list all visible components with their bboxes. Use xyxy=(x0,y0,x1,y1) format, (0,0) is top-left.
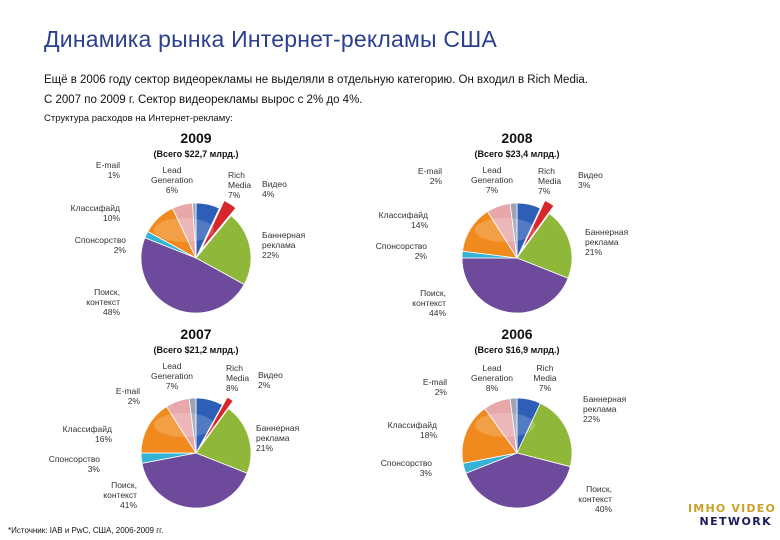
pie-slice-video xyxy=(521,199,555,251)
slice-label-sponsorship: Спонсорство 2% xyxy=(376,241,428,261)
slice-label-email: E-mail 1% xyxy=(96,160,121,180)
slice-label-lead-generation: Lead Generation 6% xyxy=(151,165,193,195)
pie-slice-classifieds xyxy=(461,407,518,464)
chart-total-label: (Всего $21,2 млрд.) xyxy=(153,345,238,355)
pie-slice-email xyxy=(188,397,197,454)
slice-label-classifieds: Классифайд 18% xyxy=(388,420,438,440)
slice-label-email: E-mail 2% xyxy=(423,377,448,397)
pie-chart-2009: 2009 (Всего $22,7 млрд.) Rich Media 7% Видео 4… xyxy=(71,130,306,317)
chart-year-label: 2007 xyxy=(180,326,211,342)
slice-label-search: Поиск, контекст 41% xyxy=(103,480,137,510)
chart-total-label: (Всего $22,7 млрд.) xyxy=(153,149,238,159)
pie-slice-search xyxy=(465,452,571,509)
chart-year-label: 2009 xyxy=(180,130,211,146)
source-footnote: *Источник: IAB и PwC, США, 2006-2009 гг. xyxy=(8,526,164,535)
pie-slice-search xyxy=(140,237,245,314)
slice-label-banner: Баннерная реклама 21% xyxy=(585,227,629,257)
pie-slice-search xyxy=(461,257,569,314)
slice-label-email: E-mail 2% xyxy=(116,386,141,406)
pie-highlight xyxy=(475,413,535,437)
slice-label-banner: Баннерная реклама 22% xyxy=(583,394,627,424)
slice-label-email: E-mail 2% xyxy=(418,166,443,186)
slice-label-banner: Баннерная реклама 22% xyxy=(262,230,306,260)
pie-chart-2008: 2008 (Всего $23,4 млрд.) Rich Media 7% Видео 3… xyxy=(376,130,629,318)
slice-label-classifieds: Классифайд 10% xyxy=(71,203,121,223)
pie-slice-banner xyxy=(195,215,252,286)
chart-year-label: 2006 xyxy=(501,326,532,342)
chart-total-label: (Всего $16,9 млрд.) xyxy=(474,345,559,355)
slice-label-sponsorship: Спонсорство 2% xyxy=(75,235,127,255)
slice-label-video: Видео 3% xyxy=(578,170,603,190)
chart-total-label: (Всего $23,4 млрд.) xyxy=(474,149,559,159)
page-title: Динамика рынка Интернет-рекламы США xyxy=(44,26,497,52)
slice-label-video: Видео 2% xyxy=(258,370,283,390)
slice-label-video: Видео 4% xyxy=(262,179,287,199)
slice-label-rich-media: Rich Media 8% xyxy=(226,363,249,393)
slice-label-rich-media: Rich Media 7% xyxy=(538,166,561,196)
pie-highlight xyxy=(154,218,214,242)
intro-text: Ещё в 2006 году сектор видеорекламы не в… xyxy=(44,70,744,110)
logo-line-1: IMHO VIDEO xyxy=(688,502,777,515)
slice-label-rich-media: Rich Media 7% xyxy=(228,170,251,200)
pie-chart-2007: 2007 (Всего $21,2 млрд.) Rich Media 8% Видео 2… xyxy=(49,326,300,510)
pie-slice-email xyxy=(509,202,518,259)
logo-line-2: NETWORK xyxy=(699,515,772,528)
pie-slice-email xyxy=(509,397,518,454)
pie-highlight xyxy=(475,218,535,242)
pie-highlight xyxy=(154,413,214,437)
intro-line-2: С 2007 по 2009 г. Сектор видеорекламы вы… xyxy=(44,94,363,106)
slice-label-classifieds: Классифайд 14% xyxy=(379,210,429,230)
chart-year-label: 2008 xyxy=(501,130,532,146)
pie-slice-video xyxy=(200,396,234,446)
slice-label-lead-generation: Lead Generation 8% xyxy=(471,363,513,393)
slice-label-classifieds: Классифайд 16% xyxy=(63,424,113,444)
slice-label-rich-media: Rich Media 7% xyxy=(533,363,556,393)
pie-slice-email xyxy=(192,202,197,259)
pie-slice-banner xyxy=(516,402,573,468)
pie-chart-2006: 2006 (Всего $16,9 млрд.) Rich Media 7% Баннер… xyxy=(381,326,627,514)
pie-slice-classifieds xyxy=(140,406,197,454)
slice-label-lead-generation: Lead Generation 7% xyxy=(151,361,193,391)
slice-label-sponsorship: Спонсорство 3% xyxy=(381,458,433,478)
charts-subtitle: Структура расходов на Интернет-рекламу: xyxy=(44,113,233,124)
pie-slice-banner xyxy=(516,212,573,279)
pie-slice-banner xyxy=(195,407,252,474)
slice-label-search: Поиск, контекст 48% xyxy=(86,287,120,317)
slice-label-banner: Баннерная реклама 21% xyxy=(256,423,300,453)
slice-label-sponsorship: Спонсорство 3% xyxy=(49,454,101,474)
slice-label-lead-generation: Lead Generation 7% xyxy=(471,165,513,195)
logo: IMHO VIDEO NETWORK xyxy=(688,502,777,532)
intro-line-1: Ещё в 2006 году сектор видеорекламы не в… xyxy=(44,74,588,86)
slice-label-search: Поиск, контекст 40% xyxy=(578,484,612,514)
pie-slice-search xyxy=(141,452,248,509)
pie-slice-video xyxy=(200,200,237,251)
slice-label-search: Поиск, контекст 44% xyxy=(412,288,446,318)
